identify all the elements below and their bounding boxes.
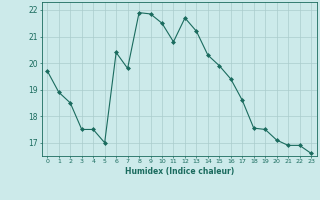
X-axis label: Humidex (Indice chaleur): Humidex (Indice chaleur)	[124, 167, 234, 176]
